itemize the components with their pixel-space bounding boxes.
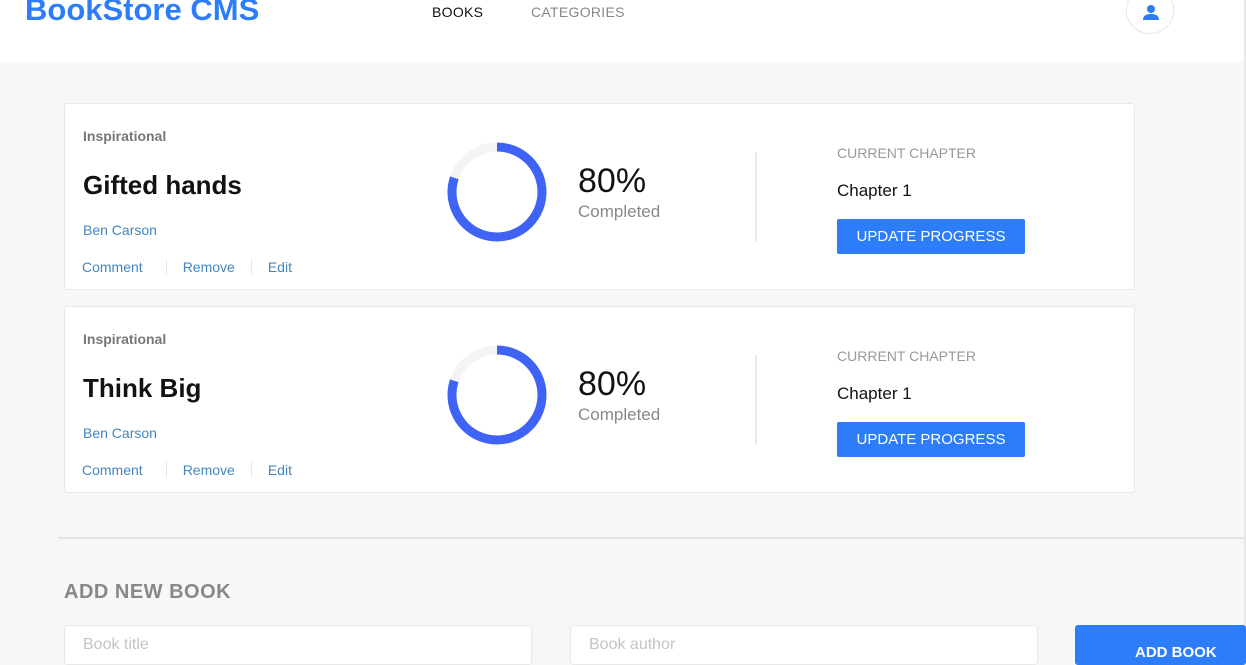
book-title-input[interactable]: [64, 625, 532, 665]
comment-button[interactable]: Comment: [82, 462, 143, 478]
edit-button[interactable]: Edit: [250, 462, 308, 478]
add-book-button[interactable]: ADD BOOK: [1075, 625, 1246, 665]
book-author[interactable]: Ben Carson: [83, 222, 157, 238]
nav-categories[interactable]: CATEGORIES: [531, 4, 625, 20]
current-chapter: Chapter 1: [837, 181, 912, 200]
divider: [755, 355, 757, 444]
book-card: Inspirational Gifted hands Ben Carson Co…: [64, 103, 1135, 290]
current-chapter-label: CURRENT CHAPTER: [837, 348, 976, 364]
progress-percent: 80%: [578, 162, 647, 200]
current-chapter: Chapter 1: [837, 384, 912, 403]
remove-button[interactable]: Remove: [165, 259, 251, 275]
progress-ring-fill: [447, 142, 547, 242]
book-title: Think Big: [83, 373, 202, 403]
current-chapter-label: CURRENT CHAPTER: [837, 145, 976, 161]
scrollbar[interactable]: [1244, 0, 1246, 658]
edit-button[interactable]: Edit: [250, 259, 308, 275]
book-title: Gifted hands: [83, 170, 242, 200]
divider: [755, 152, 757, 241]
progress-ring: [447, 345, 547, 445]
section-divider: [58, 537, 1246, 539]
book-genre: Inspirational: [83, 128, 167, 144]
book-card: Inspirational Think Big Ben Carson Comme…: [64, 306, 1135, 493]
progress-ring-fill: [447, 345, 547, 445]
comment-button[interactable]: Comment: [82, 259, 143, 275]
remove-button[interactable]: Remove: [165, 462, 251, 478]
book-actions: Comment Remove Edit: [82, 259, 308, 275]
update-progress-button[interactable]: UPDATE PROGRESS: [837, 422, 1025, 457]
user-avatar-button[interactable]: [1126, 0, 1174, 34]
user-icon: [1143, 5, 1159, 20]
progress-percent: 80%: [578, 365, 647, 403]
progress-ring: [447, 142, 547, 242]
book-author[interactable]: Ben Carson: [83, 425, 157, 441]
progress-completed-label: Completed: [578, 405, 661, 424]
update-progress-button[interactable]: UPDATE PROGRESS: [837, 219, 1025, 254]
logo[interactable]: BookStore CMS: [25, 0, 260, 27]
book-author-input[interactable]: [570, 625, 1038, 665]
nav-books[interactable]: BOOKS: [432, 4, 484, 20]
progress-completed-label: Completed: [578, 202, 661, 221]
book-actions: Comment Remove Edit: [82, 462, 308, 478]
header: BookStore CMS BOOKS CATEGORIES: [0, 0, 1246, 62]
add-book-heading: ADD NEW BOOK: [64, 581, 232, 603]
book-genre: Inspirational: [83, 331, 167, 347]
